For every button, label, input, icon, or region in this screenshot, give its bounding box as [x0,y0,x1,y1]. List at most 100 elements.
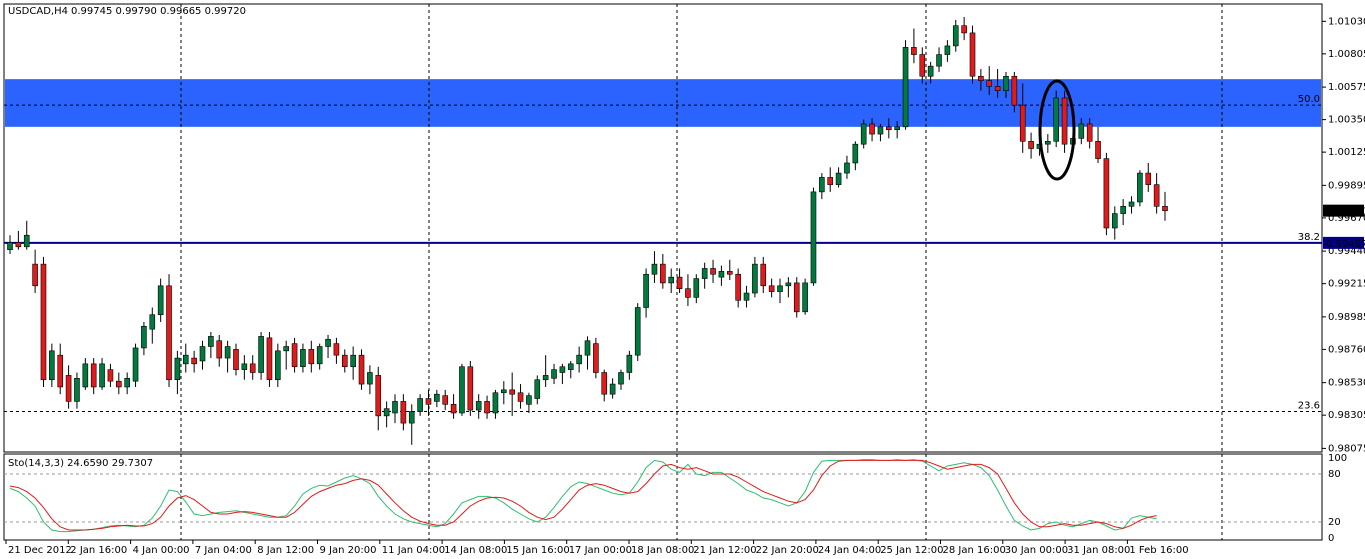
candle-body [341,354,348,368]
candle-body [141,325,147,349]
candle-body [65,375,72,402]
candle-body [509,389,515,395]
candle-body [1137,172,1143,203]
candle-body [609,383,616,395]
resistance-zone [5,79,1321,127]
candle-body [760,263,767,287]
candle-body [785,282,792,287]
price-axis: 1.01030 1.00805 1.00575 1.00350 1.00125 0.998… [1322,16,1365,454]
date-tick-label: 21 Jan 12:00 [693,545,756,556]
candle-body [626,354,633,373]
candle-body [1145,172,1152,185]
candle-body [752,263,758,294]
candle-body [1028,140,1034,149]
candle-body [32,263,38,287]
candle-body [835,172,842,185]
candle-body [1011,75,1018,106]
price-tick-label: 1.00350 [1328,115,1365,126]
candle-body [1053,97,1059,142]
candle-body [593,343,599,373]
candle-body [534,379,541,399]
candle-body [149,314,156,330]
candle-body [475,401,482,411]
candle-body [224,346,231,359]
price-tag-box [1323,204,1364,217]
candle-body [961,25,967,34]
candle-body [1095,140,1101,159]
date-tick-label: 7 Jan 04:00 [195,545,252,556]
fib-level-label: 23.6 [1298,401,1320,412]
candle-body [408,411,415,424]
chart-header-ohlc: 0.99745 0.99790 0.99665 0.99720 [71,6,246,17]
date-tick-label: 4 Jan 00:00 [133,545,190,556]
candle-body [375,375,382,417]
candle-body [367,372,373,385]
candle-body [1086,123,1093,142]
date-tick-label: 30 Jan 00:00 [1005,545,1068,556]
candle-body [434,393,440,402]
candle-body [685,288,691,298]
candle-body [191,357,197,365]
candle-body [350,354,356,368]
candle-body [501,389,507,394]
grid-lines [180,4,1223,540]
price-tick-label: 0.98305 [1328,410,1365,421]
candle-body [40,263,47,381]
price-tag-label: 0.99497 [1326,239,1365,250]
candle-body [74,377,80,402]
candle-body [1111,213,1118,229]
candle-body [450,404,457,414]
candle-body [819,177,825,193]
price-tick-label: 0.98075 [1328,443,1365,454]
candle-body [333,343,340,356]
candle-body [978,75,984,81]
candle-body [601,372,608,395]
candle-body [542,375,549,381]
stochastic-main-line [9,459,1157,533]
candle-body [291,343,298,368]
candle-body [383,408,390,417]
candle-body [919,54,926,77]
candle-body [1019,104,1026,142]
date-tick-label: 9 Jan 20:00 [320,545,377,556]
price-tag-label: 0.99720 [1326,207,1365,218]
candle-body [283,346,289,352]
candle-body [467,366,474,411]
candle-body [618,372,624,385]
candle-body [442,395,449,405]
candle-body [241,363,248,370]
stochastic-axis: 100 80 20 0 [1328,453,1347,544]
candle-body [651,263,658,275]
candle-body [116,380,122,388]
candle-body [986,80,993,87]
stochastic-oscillator [4,459,1322,533]
date-tick-label: 11 Jan 04:00 [382,545,445,556]
highlight-ellipse [1038,79,1076,181]
candle-body [157,285,164,316]
date-tick-label: 1 Feb 16:00 [1129,545,1188,556]
candle-body [15,242,22,248]
candle-body [718,271,725,278]
date-tick-label: 22 Jan 20:00 [756,545,819,556]
candle-body [199,346,206,362]
candle-body [300,349,306,368]
stochastic-signal-line [9,459,1157,531]
candle-body [768,285,775,292]
candle-body [559,366,566,373]
candle-body [584,340,591,356]
price-tick-label: 1.00125 [1328,147,1365,158]
candle-body [1003,75,1009,92]
candle-body [316,346,323,365]
chart-header-symbol: USDCAD,H4 [8,6,68,17]
candle-body [567,363,574,370]
candle-body [944,45,951,55]
date-tick-label: 15 Jan 16:00 [506,545,569,556]
candle-body [911,47,917,55]
candle-body [1153,184,1160,207]
date-tick-label: 24 Jan 04:00 [818,545,881,556]
stochastic-level-label: 80 [1328,469,1341,480]
candle-body [902,47,909,128]
